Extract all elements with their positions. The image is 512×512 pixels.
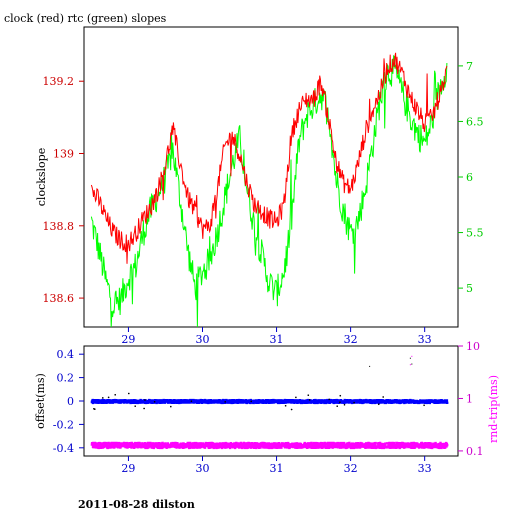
bottom-x-tick-label: 31 bbox=[270, 462, 284, 475]
series-points-offset bbox=[90, 398, 449, 405]
top-x-tick-label: 32 bbox=[344, 333, 358, 346]
top-plot-frame bbox=[83, 26, 459, 328]
top-y-right-tick-label: 5 bbox=[466, 282, 473, 295]
top-x-tick-label: 33 bbox=[418, 333, 432, 346]
top-y-left-tick-label: 138.8 bbox=[43, 220, 75, 233]
top-x-tick-label: 29 bbox=[121, 333, 135, 346]
top-y-axis-label: clockslope bbox=[35, 148, 48, 206]
bottom-y-right-axis-label: rnd-trip(ms) bbox=[487, 375, 500, 443]
footer-label: 2011-08-28 dilston bbox=[78, 498, 195, 511]
top-x-tick-label: 31 bbox=[270, 333, 284, 346]
bottom-x-tick-label: 32 bbox=[344, 462, 358, 475]
offset-outlier-point bbox=[369, 365, 371, 367]
bottom-y-left-tick-label: 0 bbox=[67, 395, 74, 408]
series-line-rtc bbox=[90, 54, 448, 328]
bottom-y-left-tick-label: -0.2 bbox=[53, 418, 74, 431]
bottom-y-right-tick-label: 1 bbox=[466, 392, 473, 405]
bottom-x-tick-label: 29 bbox=[121, 462, 135, 475]
top-x-tick-label: 30 bbox=[195, 333, 209, 346]
offset-outlier-points bbox=[93, 392, 425, 411]
top-y-right-tick-label: 7 bbox=[466, 60, 473, 73]
top-y-left-tick-label: 139 bbox=[53, 148, 74, 161]
bottom-x-tick-label: 33 bbox=[418, 462, 432, 475]
offset-outlier-point bbox=[411, 363, 413, 365]
rnd-trip-outlier-point bbox=[411, 355, 413, 357]
bottom-y-right-tick-label: 0.1 bbox=[466, 445, 484, 458]
series-line-clock bbox=[90, 52, 448, 264]
top-y-right-tick-label: 6.5 bbox=[466, 115, 484, 128]
top-y-left-tick-label: 139.2 bbox=[43, 75, 75, 88]
chart-title: clock (red) rtc (green) slopes bbox=[4, 12, 167, 25]
bottom-y-left-tick-label: 0.2 bbox=[57, 372, 75, 385]
bottom-chart-panel: 29 30 31 32 33 -0.4 -0.2 0 0.2 0.4 0.1 1 10 offset(ms… bbox=[34, 340, 500, 475]
bottom-y-right-tick-label: 10 bbox=[466, 340, 480, 353]
bottom-y-axis-label: offset(ms) bbox=[34, 373, 47, 429]
top-chart-panel: 29 30 31 32 33 138.6 138.8 139 139.2 5 5.5 6 6.5 7 clo… bbox=[35, 26, 484, 346]
rnd-trip-outlier-point bbox=[409, 364, 411, 366]
top-y-right-tick-label: 5.5 bbox=[466, 227, 484, 240]
offset-outlier-point bbox=[409, 357, 411, 359]
top-y-left-tick-label: 138.6 bbox=[43, 292, 75, 305]
top-y-right-tick-label: 6 bbox=[466, 171, 473, 184]
bottom-x-tick-label: 30 bbox=[195, 462, 209, 475]
series-points-rnd-trip bbox=[90, 441, 449, 450]
bottom-y-left-tick-label: 0.4 bbox=[57, 348, 75, 361]
bottom-y-left-tick-label: -0.4 bbox=[53, 442, 74, 455]
